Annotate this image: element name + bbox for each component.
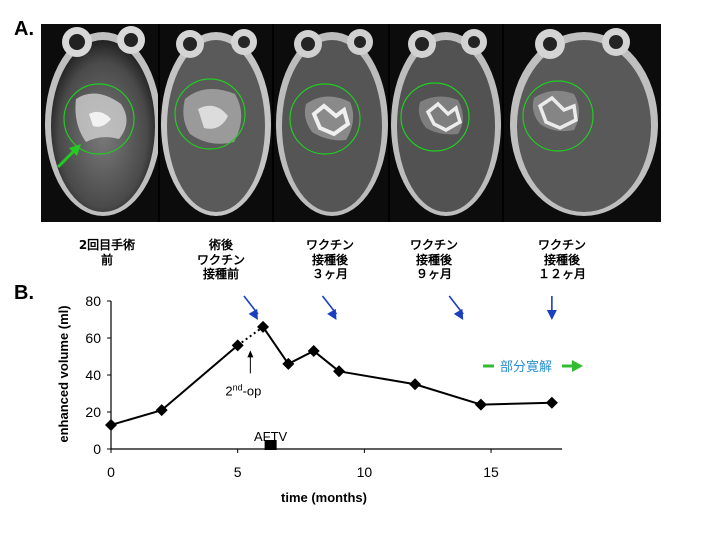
vaccine-arrowhead bbox=[453, 308, 464, 320]
y-tick-label: 80 bbox=[85, 293, 101, 309]
chart-axes: 0 20 40 60 80 0 5 10 15 bbox=[85, 293, 562, 480]
y-tick-label: 60 bbox=[85, 330, 101, 346]
panel-label-b: B. bbox=[14, 282, 34, 304]
volume-line-chart: 0 20 40 60 80 0 5 10 15 2nd-op AFTV 部分寛解 time (mon… bbox=[56, 293, 583, 505]
data-point bbox=[545, 396, 558, 409]
data-point bbox=[282, 357, 295, 370]
data-point bbox=[105, 418, 117, 431]
series-segment bbox=[287, 350, 315, 365]
second-op-arrowhead bbox=[247, 350, 254, 358]
aftv-marker bbox=[264, 440, 277, 450]
caption-line: ワクチン bbox=[196, 252, 245, 267]
series-segment-dotted bbox=[237, 326, 264, 347]
x-axis-label: time (months) bbox=[281, 490, 367, 505]
caption-line: 前 bbox=[100, 252, 113, 267]
y-tick-label: 40 bbox=[85, 367, 101, 383]
vaccine-arrowhead bbox=[327, 308, 337, 320]
data-point bbox=[307, 344, 320, 357]
caption-line: ワクチン bbox=[409, 238, 458, 252]
data-point bbox=[155, 404, 168, 417]
vaccine-arrowhead bbox=[248, 308, 258, 320]
second-op-label: 2nd-op bbox=[225, 382, 261, 398]
response-arrowhead bbox=[572, 360, 583, 372]
series-segment bbox=[338, 370, 416, 386]
data-point bbox=[231, 339, 244, 352]
caption-line: 接種後 bbox=[543, 252, 580, 267]
y-tick-label: 20 bbox=[85, 404, 101, 420]
caption-post-op-pre-vaccine: 術後 ワクチン 接種前 bbox=[171, 238, 271, 282]
vaccine-arrowhead bbox=[546, 310, 557, 320]
caption-line: ３ヶ月 bbox=[311, 267, 348, 281]
aftv-label: AFTV bbox=[254, 429, 288, 444]
caption-line: 術後 bbox=[208, 238, 233, 252]
caption-line: 接種後 bbox=[311, 252, 348, 267]
caption-line: ワクチン bbox=[537, 238, 586, 252]
mri-scan-vaccine-3-months bbox=[274, 24, 388, 222]
panel-label-a: A. bbox=[14, 18, 34, 40]
caption-line: 接種前 bbox=[202, 267, 239, 281]
series-segment bbox=[161, 344, 239, 411]
x-tick-label: 10 bbox=[357, 464, 373, 480]
caption-line: 接種後 bbox=[415, 252, 452, 267]
series-segment bbox=[313, 350, 340, 373]
series-segment bbox=[480, 401, 552, 406]
chart-marks bbox=[105, 320, 558, 431]
x-tick-label: 15 bbox=[483, 464, 499, 480]
x-tick-label: 5 bbox=[234, 464, 242, 480]
caption-line: 2回目手術 bbox=[78, 238, 136, 252]
response-label: 部分寛解 bbox=[500, 359, 552, 374]
mri-scan-post-op-pre-vaccine bbox=[160, 24, 272, 222]
series-segment bbox=[262, 326, 290, 365]
caption-line: ９ヶ月 bbox=[415, 267, 452, 281]
y-tick-label: 0 bbox=[93, 441, 101, 457]
series-segment bbox=[110, 409, 162, 426]
data-point bbox=[409, 378, 422, 391]
data-point bbox=[257, 320, 270, 333]
caption-pre-second-surgery: 2回目手術 前 bbox=[57, 238, 157, 267]
y-axis-label: enhanced volume (ml) bbox=[56, 305, 71, 442]
chart-annotations: 2nd-op AFTV 部分寛解 bbox=[225, 295, 583, 450]
caption-vaccine-12-months: ワクチン 接種後 １２ヶ月 bbox=[512, 238, 612, 282]
data-point bbox=[474, 398, 487, 411]
caption-vaccine-9-months: ワクチン 接種後 ９ヶ月 bbox=[384, 238, 484, 282]
caption-vaccine-3-months: ワクチン 接種後 ３ヶ月 bbox=[280, 238, 380, 282]
mri-scan-vaccine-9-months bbox=[390, 24, 502, 222]
caption-line: ワクチン bbox=[305, 238, 354, 252]
mri-image-strip bbox=[41, 24, 661, 222]
mri-scan-pre-second-surgery bbox=[41, 24, 158, 222]
series-segment bbox=[414, 383, 482, 406]
data-point bbox=[333, 365, 346, 378]
mri-scan-vaccine-12-months bbox=[504, 24, 661, 222]
caption-line: １２ヶ月 bbox=[537, 267, 586, 281]
x-tick-label: 0 bbox=[107, 464, 115, 480]
